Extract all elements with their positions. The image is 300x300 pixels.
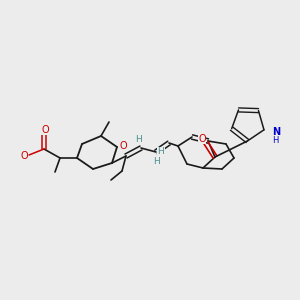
Text: N: N [272, 127, 280, 137]
Text: H: H [154, 157, 160, 166]
Text: H: H [272, 136, 278, 145]
Text: O: O [20, 151, 28, 161]
Text: O: O [198, 134, 206, 144]
Text: O: O [119, 141, 127, 151]
Text: O: O [41, 125, 49, 135]
Text: H: H [136, 134, 142, 143]
Text: H: H [158, 148, 164, 157]
